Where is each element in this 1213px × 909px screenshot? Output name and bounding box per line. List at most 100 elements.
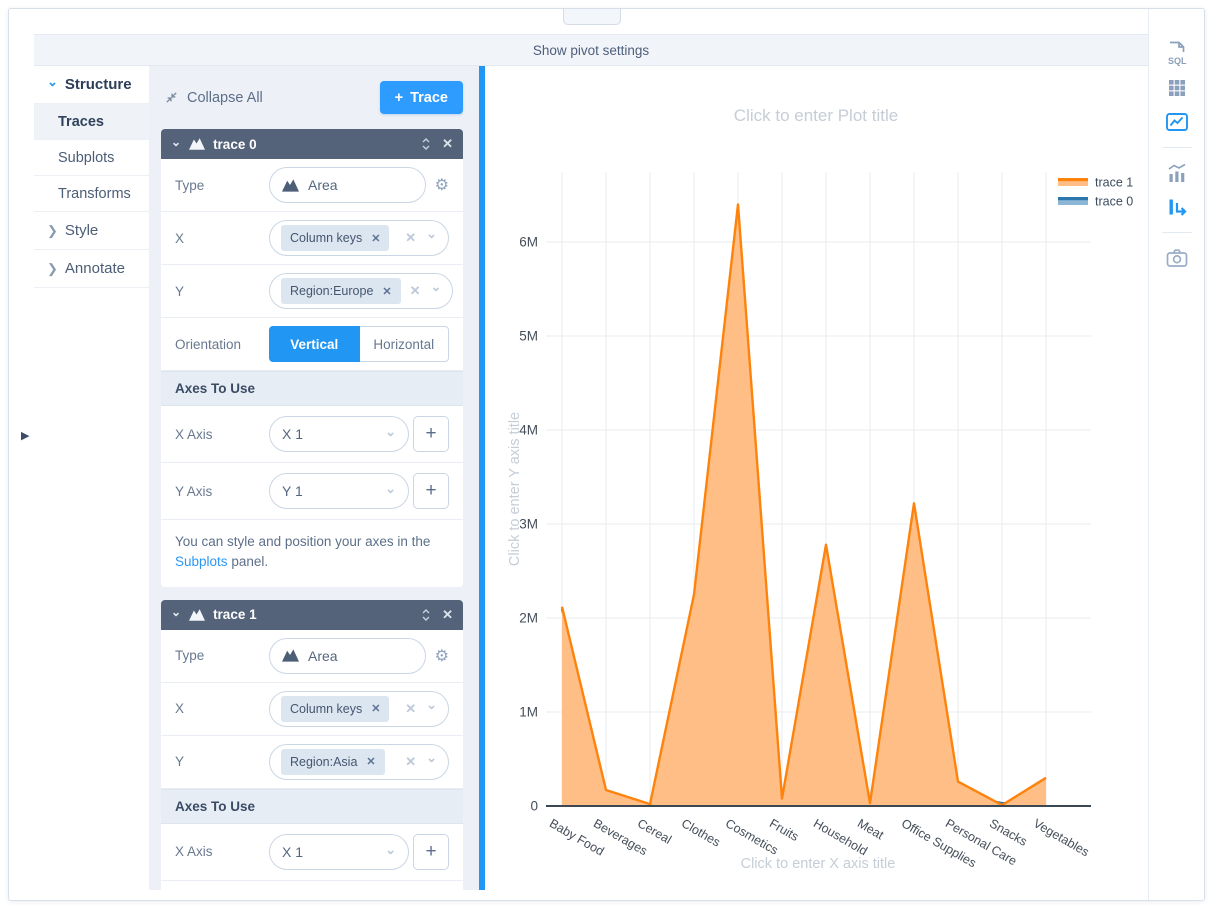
svg-text:6M: 6M: [519, 235, 538, 250]
sidebar-item-style[interactable]: ❯ Style: [34, 212, 149, 250]
sidebar-item-structure[interactable]: ⌄ Structure: [34, 66, 149, 104]
y-data-select[interactable]: Region:Europe ✕ ✕ ⌄: [269, 273, 454, 309]
clear-icon[interactable]: ✕: [405, 753, 417, 769]
axes-to-use-header: Axes To Use: [161, 371, 463, 406]
y-axis-select[interactable]: Y 1 ⌄: [269, 473, 409, 509]
svg-text:5M: 5M: [519, 329, 538, 344]
trace-type-value: Area: [308, 177, 338, 193]
sidebar-item-transforms[interactable]: Transforms: [34, 176, 149, 212]
plot-title-placeholder[interactable]: Click to enter Plot title: [734, 106, 898, 125]
x-axis-title-placeholder[interactable]: Click to enter X axis title: [741, 856, 896, 872]
y-data-row: Y Region:Europe ✕ ✕ ⌄: [161, 265, 463, 318]
x-data-select[interactable]: Column keys ✕ ✕ ⌄: [269, 690, 449, 727]
x-axis-row: X Axis X 1 ⌄ +: [161, 824, 463, 881]
panel-resize-divider[interactable]: [479, 66, 485, 890]
plus-icon: +: [394, 89, 404, 106]
chevron-down-icon[interactable]: ⌄: [385, 841, 396, 857]
orientation-vertical-button[interactable]: Vertical: [269, 326, 360, 362]
legend[interactable]: trace 1 trace 0: [1058, 176, 1133, 209]
gear-icon[interactable]: ⚙: [434, 177, 449, 194]
table-view-button[interactable]: [1162, 73, 1192, 103]
y-label: Y: [175, 754, 185, 769]
sql-export-button[interactable]: SQL: [1162, 39, 1192, 69]
remove-chip-icon[interactable]: ✕: [366, 756, 376, 768]
chevron-down-icon[interactable]: ⌄: [426, 226, 437, 241]
sidebar-item-traces[interactable]: Traces: [34, 104, 149, 140]
trace-type-select[interactable]: Area: [269, 637, 426, 674]
y-axis-row: Y Axis Y 1 ⌄ +: [161, 881, 463, 891]
trace-type-value: Area: [308, 647, 338, 664]
right-toolbar: SQL: [1148, 9, 1204, 900]
trace-type-select[interactable]: Area: [269, 167, 426, 203]
svg-text:4M: 4M: [519, 423, 538, 438]
y-data-select[interactable]: Region:Asia ✕ ✕ ⌄: [269, 743, 449, 780]
plot-area[interactable]: 0 1M 2M 3M 4M 5M 6M Baby Food Beverages Cereal Clo…: [485, 66, 1148, 890]
toolbar-divider: [1161, 232, 1192, 233]
toolbar-divider: [1161, 147, 1192, 148]
sidebar-item-label: Subplots: [58, 149, 115, 166]
top-collapse-handle[interactable]: [563, 9, 621, 25]
trace-1-card: ⌄ trace 1 ✕ Type: [161, 599, 463, 891]
svg-text:Vegetables: Vegetables: [1031, 816, 1092, 859]
axes-to-use-header: Axes To Use: [161, 788, 463, 824]
add-trace-button[interactable]: + Trace: [379, 81, 463, 114]
chevron-down-icon[interactable]: ⌄: [385, 481, 396, 496]
trace-0-header[interactable]: ⌄ trace 0 ✕: [161, 129, 463, 159]
add-y-axis-button[interactable]: +: [413, 473, 449, 509]
sidebar-item-label: Annotate: [64, 260, 125, 277]
snapshot-button[interactable]: [1162, 243, 1192, 273]
chevron-down-icon[interactable]: ⌄: [426, 696, 437, 712]
chevron-down-icon[interactable]: ⌄: [426, 749, 437, 765]
add-x-axis-button[interactable]: +: [413, 833, 449, 870]
table-icon: [1168, 80, 1185, 96]
chart-view-button[interactable]: [1162, 107, 1192, 137]
svg-text:Clothes: Clothes: [679, 816, 723, 849]
svg-text:2M: 2M: [519, 611, 538, 626]
clear-icon[interactable]: ✕: [405, 700, 417, 716]
add-x-axis-button[interactable]: +: [413, 416, 449, 452]
sidebar-expand-handle[interactable]: ▶: [21, 430, 30, 442]
collapse-icon: [166, 92, 177, 103]
close-icon[interactable]: ✕: [442, 136, 453, 151]
clear-icon[interactable]: ✕: [409, 283, 421, 298]
area-type-icon: [282, 649, 299, 662]
move-trace-icon[interactable]: [421, 137, 431, 151]
y-axis-title-placeholder[interactable]: Click to enter Y axis title: [507, 412, 523, 566]
chevron-down-icon[interactable]: ⌄: [171, 134, 182, 149]
x-data-select[interactable]: Column keys ✕ ✕ ⌄: [269, 220, 449, 256]
x-label: X: [175, 701, 185, 716]
x-axis-select[interactable]: X 1 ⌄: [269, 416, 409, 452]
combo-chart-button[interactable]: [1162, 158, 1192, 188]
remove-chip-icon[interactable]: ✕: [382, 285, 392, 298]
y-axis-row: Y Axis Y 1 ⌄ +: [161, 463, 463, 520]
x-label: X: [175, 230, 185, 246]
x-data-row: X Column keys ✕ ✕ ⌄: [161, 683, 463, 736]
remove-chip-icon[interactable]: ✕: [371, 232, 381, 245]
pivot-settings-toggle-label[interactable]: Show pivot settings: [532, 42, 650, 58]
series-trace-1[interactable]: [560, 203, 1047, 807]
area-type-icon: [282, 178, 299, 192]
chevron-down-icon[interactable]: ⌄: [171, 605, 182, 619]
pivot-export-button[interactable]: [1162, 192, 1192, 222]
gear-icon[interactable]: ⚙: [434, 647, 449, 665]
traces-panel: Collapse All + Trace ⌄ trace 0: [149, 66, 479, 890]
close-icon[interactable]: ✕: [442, 606, 453, 622]
clear-icon[interactable]: ✕: [405, 230, 417, 245]
orientation-label: Orientation: [175, 336, 242, 352]
pivot-settings-toggle-bar[interactable]: Show pivot settings: [34, 34, 1148, 66]
sidebar-item-annotate[interactable]: ❯ Annotate: [34, 250, 149, 288]
orientation-horizontal-button[interactable]: Horizontal: [359, 326, 449, 362]
collapse-all-button[interactable]: Collapse All: [164, 90, 263, 106]
trace-1-header[interactable]: ⌄ trace 1 ✕: [161, 599, 463, 630]
x-axis-row: X Axis X 1 ⌄ +: [161, 406, 463, 463]
remove-chip-icon[interactable]: ✕: [371, 703, 381, 715]
sidebar-item-subplots[interactable]: Subplots: [34, 140, 149, 176]
subplots-link[interactable]: Subplots: [175, 554, 228, 570]
type-row: Type Area ⚙: [161, 159, 463, 212]
chevron-down-icon[interactable]: ⌄: [385, 424, 396, 439]
move-trace-icon[interactable]: [421, 608, 431, 622]
axes-note: You can style and position your axes in …: [161, 520, 463, 587]
x-axis-select[interactable]: X 1 ⌄: [269, 833, 409, 870]
chevron-down-icon[interactable]: ⌄: [430, 279, 442, 294]
svg-text:Meat: Meat: [855, 816, 887, 842]
